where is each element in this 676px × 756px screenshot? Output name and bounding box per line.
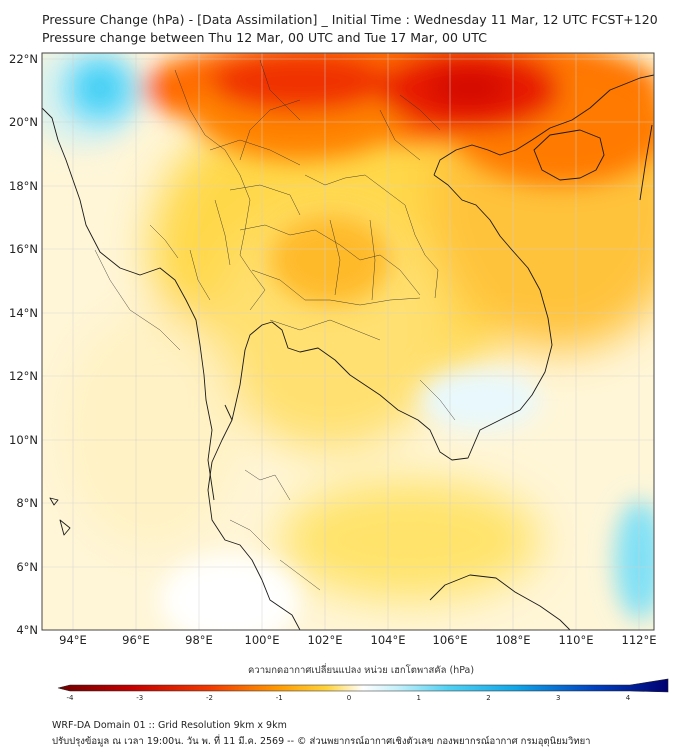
lat-label: 18°N [9,179,38,193]
graticule [42,53,654,630]
colorbar-gradient [57,678,669,693]
colorbar: -4 -3 -2 -1 0 1 2 3 4 [57,678,669,702]
colorbar-tick-label: 0 [347,694,351,702]
lon-label: 104°E [371,633,406,647]
colorbar-tick-label: 3 [556,694,560,702]
lat-label: 16°N [9,242,38,256]
colorbar-tick-label: -3 [136,694,143,702]
chart-title: Pressure Change (hPa) - [Data Assimilati… [42,12,658,27]
colorbar-title: ความกดอากาศเปลี่ยนแปลง หน่วย เฮกโตพาสคัล… [248,665,475,676]
coastlines [42,74,654,630]
lat-label: 4°N [16,623,38,637]
map-frame [41,52,655,631]
admin-borders [94,59,456,591]
lat-label: 8°N [16,496,38,510]
lon-label: 100°E [245,633,280,647]
lat-label: 12°N [9,369,38,383]
lon-label: 98°E [185,633,213,647]
colorbar-tick-label: -2 [206,694,213,702]
colorbar-tick-label: -1 [276,694,283,702]
pressure-field [42,53,654,630]
latitude-axis: 22°N 20°N 18°N 16°N 14°N 12°N 10°N 8°N 6… [9,52,38,637]
lon-label: 108°E [496,633,531,647]
colorbar-tick-label: 2 [486,694,490,702]
lon-label: 96°E [122,633,150,647]
lon-label: 94°E [59,633,87,647]
lon-label: 106°E [433,633,468,647]
lon-label: 102°E [308,633,343,647]
lon-label: 110°E [559,633,594,647]
chart-subtitle: Pressure change between Thu 12 Mar, 00 U… [42,30,487,45]
lat-label: 22°N [9,52,38,66]
lat-label: 20°N [9,115,38,129]
longitude-axis: 94°E 96°E 98°E 100°E 102°E 104°E 106°E 1… [59,633,656,647]
lat-label: 14°N [9,306,38,320]
colorbar-tick-label: 4 [626,694,631,702]
colorbar-tick-label: 1 [417,694,421,702]
lat-label: 6°N [16,560,38,574]
footer-model-info: WRF-DA Domain 01 :: Grid Resolution 9km … [52,720,287,731]
colorbar-tick-label: -4 [67,694,75,702]
lat-label: 10°N [9,433,38,447]
footer-update-info: ปรับปรุงข้อมูล ณ เวลา 19:00น. วัน พ. ที่… [52,736,591,747]
lon-label: 112°E [622,633,657,647]
